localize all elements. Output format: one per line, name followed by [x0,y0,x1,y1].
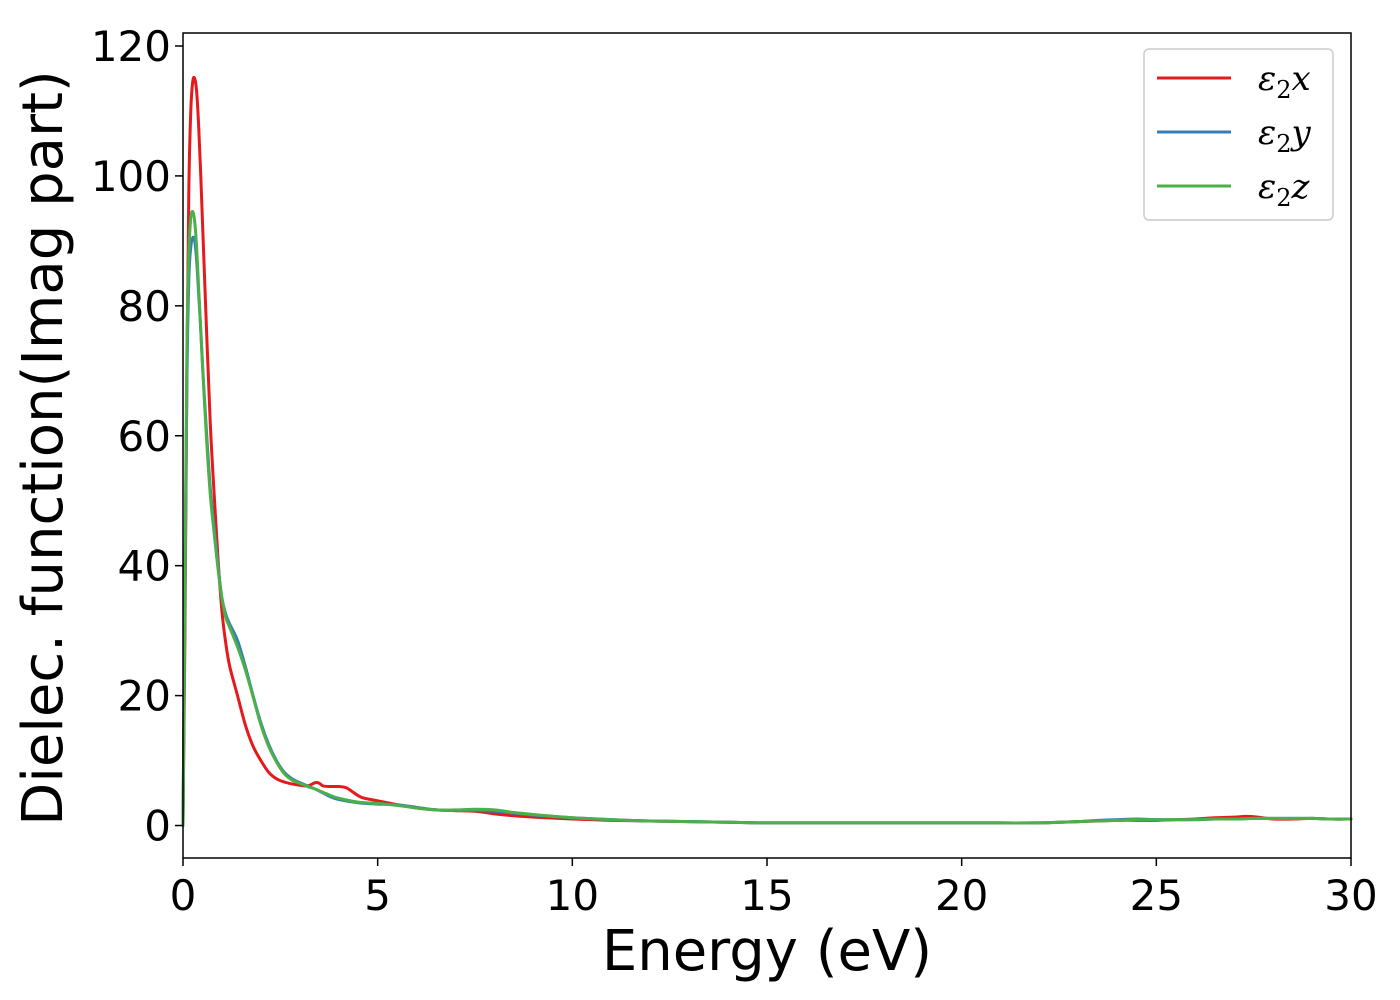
legend-frame [1143,48,1334,221]
x-axis-label: Energy (eV) [602,919,932,984]
y-tick-label: 80 [118,282,171,331]
y-axis-label: Dielec. function(Imag part) [11,70,76,826]
legend: ε2x ε2y ε2z [1143,48,1334,221]
series-line-z [181,209,1353,828]
x-tick-label: 5 [364,871,391,920]
legend-label-x: ε2x [1258,59,1311,104]
x-tick-label: 0 [170,871,197,920]
legend-label-y: ε2y [1258,113,1312,158]
x-tick-label: 15 [740,871,793,920]
x-tick-label: 10 [546,871,599,920]
y-tick-label: 40 [118,542,171,591]
y-tick-label: 60 [118,412,171,461]
y-axis-ticks: 0 20 40 60 80 100 120 [91,22,183,851]
series-layer [181,75,1353,828]
y-tick-label: 0 [144,802,171,851]
legend-label-z: ε2z [1258,167,1311,212]
x-tick-label: 20 [935,871,988,920]
x-axis-ticks: 0 5 10 15 20 25 30 [170,858,1378,920]
y-tick-label: 100 [91,152,171,201]
y-tick-label: 20 [118,672,171,721]
x-tick-label: 25 [1130,871,1183,920]
x-tick-label: 30 [1324,871,1377,920]
y-tick-label: 120 [91,22,171,71]
